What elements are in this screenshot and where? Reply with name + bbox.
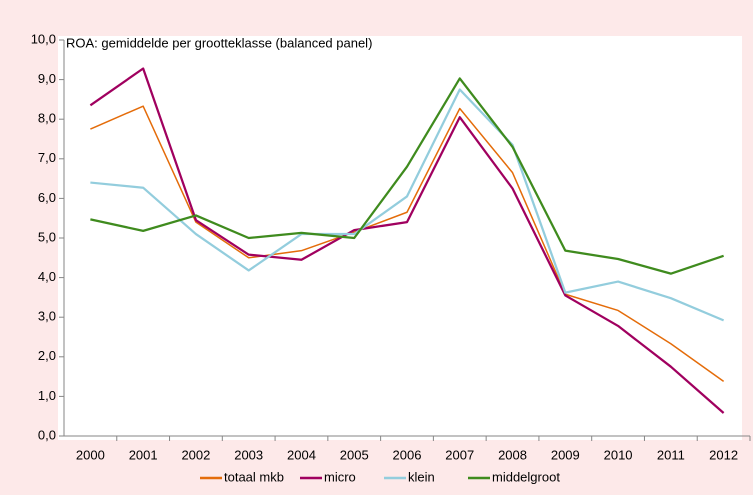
y-tick-label: 6,0 [38, 190, 56, 205]
y-tick-label: 9,0 [38, 71, 56, 86]
y-tick-label: 0,0 [38, 427, 56, 442]
x-tick-label: 2009 [551, 447, 580, 462]
y-tick-label: 2,0 [38, 348, 56, 363]
x-tick-label: 2005 [340, 447, 369, 462]
y-tick-label: 3,0 [38, 309, 56, 324]
legend-label[interactable]: micro [324, 469, 356, 484]
series-line [90, 105, 725, 382]
x-tick-label: 2010 [604, 447, 633, 462]
x-tick-label: 2004 [287, 447, 316, 462]
y-tick-label: 5,0 [38, 229, 56, 244]
x-tick-label: 2003 [234, 447, 263, 462]
legend-label[interactable]: klein [408, 469, 435, 484]
y-tick-label: 8,0 [38, 111, 56, 126]
legend-label[interactable]: totaal mkb [224, 469, 284, 484]
x-tick-label: 2000 [76, 447, 105, 462]
x-tick-label: 2002 [181, 447, 210, 462]
x-tick-label: 2001 [129, 447, 158, 462]
y-tick-label: 1,0 [38, 388, 56, 403]
y-tick-label: 10,0 [31, 31, 56, 46]
series-line [90, 77, 724, 275]
x-tick-label: 2007 [445, 447, 474, 462]
legend-label[interactable]: middelgroot [492, 469, 560, 484]
series-line [90, 88, 725, 322]
plot-area [58, 36, 742, 440]
y-tick-label: 7,0 [38, 150, 56, 165]
chart-title: ROA: gemiddelde per grootteklasse (balan… [66, 35, 372, 50]
series-line [89, 67, 725, 414]
y-tick-label: 4,0 [38, 269, 56, 284]
x-tick-label: 2012 [709, 447, 738, 462]
x-tick-label: 2011 [657, 447, 685, 462]
x-tick-label: 2006 [393, 447, 422, 462]
x-tick-label: 2008 [498, 447, 527, 462]
